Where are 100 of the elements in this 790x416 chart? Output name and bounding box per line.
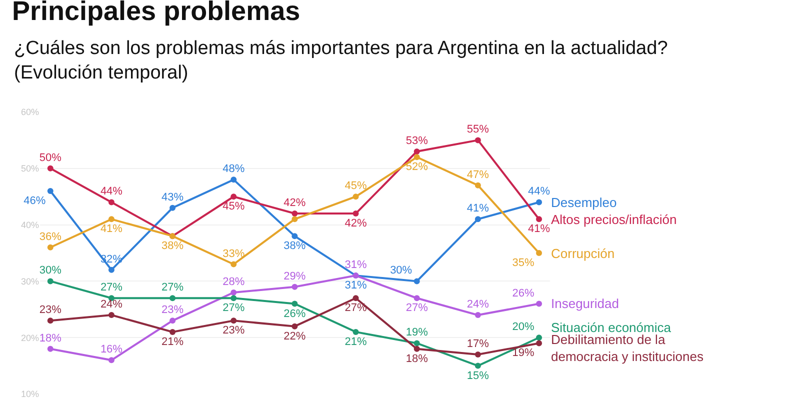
data-label: 55% <box>466 124 490 136</box>
point <box>230 295 237 302</box>
point <box>474 216 481 222</box>
point <box>47 278 54 284</box>
point <box>414 278 420 284</box>
point <box>536 199 542 206</box>
series-label: Inseguridad <box>551 296 619 311</box>
data-label: 27% <box>222 302 245 314</box>
data-label: 18% <box>39 332 62 344</box>
point <box>292 284 298 290</box>
data-label: 45% <box>344 180 367 192</box>
point <box>352 210 359 217</box>
data-label: 18% <box>406 352 428 365</box>
point <box>536 340 542 346</box>
point <box>230 261 237 268</box>
point <box>170 328 176 335</box>
data-label: 26% <box>284 308 306 320</box>
point <box>352 328 359 335</box>
point <box>292 323 298 330</box>
data-label: 23% <box>162 304 184 316</box>
point <box>230 318 237 324</box>
point <box>170 295 176 302</box>
y-tick-label: 50% <box>20 164 39 174</box>
data-label: 41% <box>528 223 550 236</box>
series-label: Desempleo <box>551 195 617 210</box>
point <box>474 182 481 188</box>
point <box>108 357 114 364</box>
data-label: 23% <box>222 324 245 337</box>
data-label: 27% <box>162 282 184 294</box>
point <box>352 194 359 200</box>
data-label: 21% <box>344 336 367 348</box>
data-label: 50% <box>39 152 62 164</box>
point <box>536 216 542 222</box>
point <box>414 340 420 346</box>
data-label: 42% <box>284 197 306 210</box>
point <box>230 289 237 296</box>
data-label: 28% <box>222 276 245 288</box>
series-label: Debilitamiento de la democracia y instituciones <box>551 332 704 364</box>
point <box>414 148 420 154</box>
point <box>414 154 420 160</box>
data-label: 27% <box>406 302 428 314</box>
point <box>292 210 298 217</box>
y-tick-label: 20% <box>20 332 39 343</box>
point <box>414 295 420 302</box>
data-label: 22% <box>284 330 306 342</box>
series-label: Corrupción <box>551 246 615 261</box>
point <box>474 352 481 358</box>
point <box>108 266 114 273</box>
data-label: 31% <box>344 259 367 272</box>
data-label: 30% <box>39 264 62 277</box>
point <box>108 312 114 318</box>
data-label: 33% <box>222 248 245 260</box>
data-label: 48% <box>222 163 245 176</box>
data-label: 30% <box>390 264 412 277</box>
data-label: 29% <box>284 270 306 282</box>
point <box>47 188 54 194</box>
data-label: 31% <box>344 280 367 292</box>
point <box>170 318 176 324</box>
data-label: 23% <box>39 304 62 316</box>
data-label: 38% <box>284 240 306 252</box>
data-label: 19% <box>512 347 534 360</box>
data-label: 41% <box>466 202 490 215</box>
data-label: 24% <box>466 298 490 311</box>
data-label: 27% <box>100 282 123 294</box>
chart-subtitle: ¿Cuáles son los problemas más importantes para Argentina en la actualidad? (Evolución temporal) <box>14 38 668 84</box>
point <box>292 216 298 222</box>
data-label: 44% <box>100 186 123 198</box>
point <box>230 194 237 200</box>
data-label: 44% <box>528 186 550 198</box>
data-label: 15% <box>466 370 490 382</box>
series-label: Altos precios/inflación <box>551 212 677 227</box>
y-tick-label: 60% <box>20 107 39 118</box>
point <box>47 165 54 172</box>
y-tick-label: 40% <box>20 220 39 230</box>
data-label: 20% <box>512 321 534 334</box>
data-label: 17% <box>466 338 490 350</box>
data-label: 38% <box>162 240 184 252</box>
point <box>47 318 54 324</box>
point <box>292 233 298 240</box>
point <box>536 334 542 341</box>
point <box>536 250 542 256</box>
data-label: 53% <box>406 134 428 147</box>
point <box>47 346 54 352</box>
data-label: 43% <box>162 191 184 204</box>
point <box>352 295 359 302</box>
point <box>170 204 176 211</box>
point <box>292 300 298 307</box>
y-tick-label: 30% <box>20 276 39 286</box>
data-label: 24% <box>100 298 123 311</box>
data-label: 16% <box>100 344 123 356</box>
point <box>414 346 420 352</box>
series-label: Situación económica <box>551 320 672 335</box>
y-tick-label: 10% <box>20 389 39 400</box>
data-label: 36% <box>39 230 62 243</box>
data-label: 45% <box>222 200 245 213</box>
point <box>474 137 481 144</box>
data-label: 41% <box>100 223 123 236</box>
point <box>536 300 542 307</box>
data-label: 42% <box>344 218 367 230</box>
data-label: 47% <box>466 168 490 181</box>
